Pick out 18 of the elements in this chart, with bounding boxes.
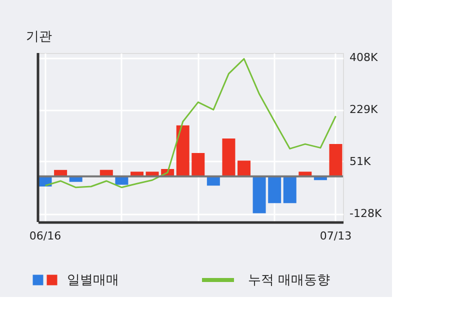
chart-title: 기관 — [26, 30, 52, 45]
y-tick-label: 408K — [350, 51, 378, 64]
line-series — [44, 58, 336, 188]
bar — [176, 125, 190, 176]
legend-label: 누적 매매동향 — [248, 273, 330, 288]
bar — [238, 160, 251, 176]
bar — [283, 176, 296, 204]
legend-label: 일별매매 — [67, 273, 119, 288]
bar — [222, 138, 236, 176]
bar — [192, 153, 205, 176]
y-tick-label: 229K — [350, 103, 378, 116]
bar — [329, 144, 342, 176]
y-tick-label: 51K — [350, 154, 372, 168]
bar — [252, 176, 266, 214]
bar — [268, 176, 282, 204]
x-tick-label: 06/16 — [29, 230, 62, 242]
x-tick-label: 07/13 — [320, 230, 352, 242]
y-tick-label: -128K — [350, 207, 382, 220]
